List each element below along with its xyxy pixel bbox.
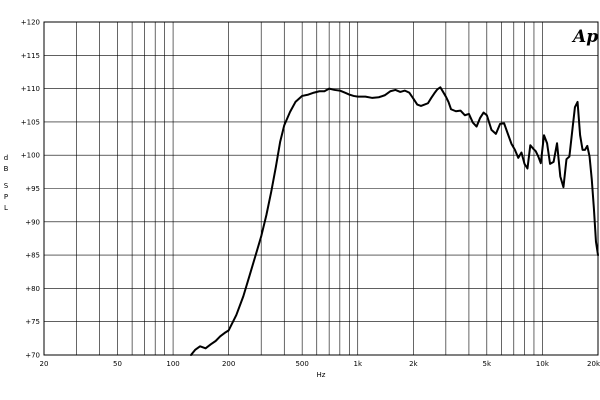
x-axis-label: Hz bbox=[317, 371, 326, 379]
y-label-letter: B bbox=[4, 165, 9, 173]
x-tick-label: 20k bbox=[587, 360, 600, 368]
y-tick-label: +100 bbox=[21, 152, 40, 160]
x-tick-labels: 20 50 100 200 500 1k 2k 5k 10k 20k bbox=[40, 360, 600, 368]
series-group bbox=[189, 86, 599, 356]
ap-logo: Ap bbox=[571, 27, 598, 47]
y-tick-labels: +70 +75 +80 +85 +90 +95 +100 +105 +110 +115 +120 bbox=[21, 19, 40, 360]
y-tick-label: +110 bbox=[21, 85, 40, 93]
x-tick-label: 1k bbox=[353, 360, 362, 368]
x-tick-label: 2k bbox=[409, 360, 418, 368]
y-label-letter: S bbox=[4, 182, 9, 190]
x-tick-label: 100 bbox=[166, 360, 179, 368]
y-axis-label: dB SPL bbox=[4, 154, 9, 212]
y-label-letter: P bbox=[4, 193, 8, 201]
x-tick-label: 200 bbox=[222, 360, 235, 368]
y-tick-label: +70 bbox=[25, 352, 40, 360]
x-tick-label: 20 bbox=[40, 360, 49, 368]
y-tick-label: +120 bbox=[21, 19, 40, 27]
y-tick-label: +90 bbox=[25, 218, 40, 226]
plot-frame bbox=[43, 21, 599, 356]
y-tick-label: +115 bbox=[21, 52, 40, 60]
y-tick-label: +105 bbox=[21, 118, 40, 126]
y-tick-label: +75 bbox=[25, 318, 40, 326]
y-tick-label: +80 bbox=[25, 285, 40, 293]
x-tick-label: 50 bbox=[113, 360, 122, 368]
y-tick-label: +95 bbox=[25, 185, 40, 193]
response-curve bbox=[189, 86, 599, 356]
y-label-letter: d bbox=[4, 154, 8, 162]
x-tick-label: 500 bbox=[295, 360, 308, 368]
x-tick-label: 5k bbox=[483, 360, 492, 368]
x-tick-label: 10k bbox=[536, 360, 550, 368]
y-label-letter: L bbox=[4, 204, 8, 212]
y-tick-label: +85 bbox=[25, 252, 40, 260]
